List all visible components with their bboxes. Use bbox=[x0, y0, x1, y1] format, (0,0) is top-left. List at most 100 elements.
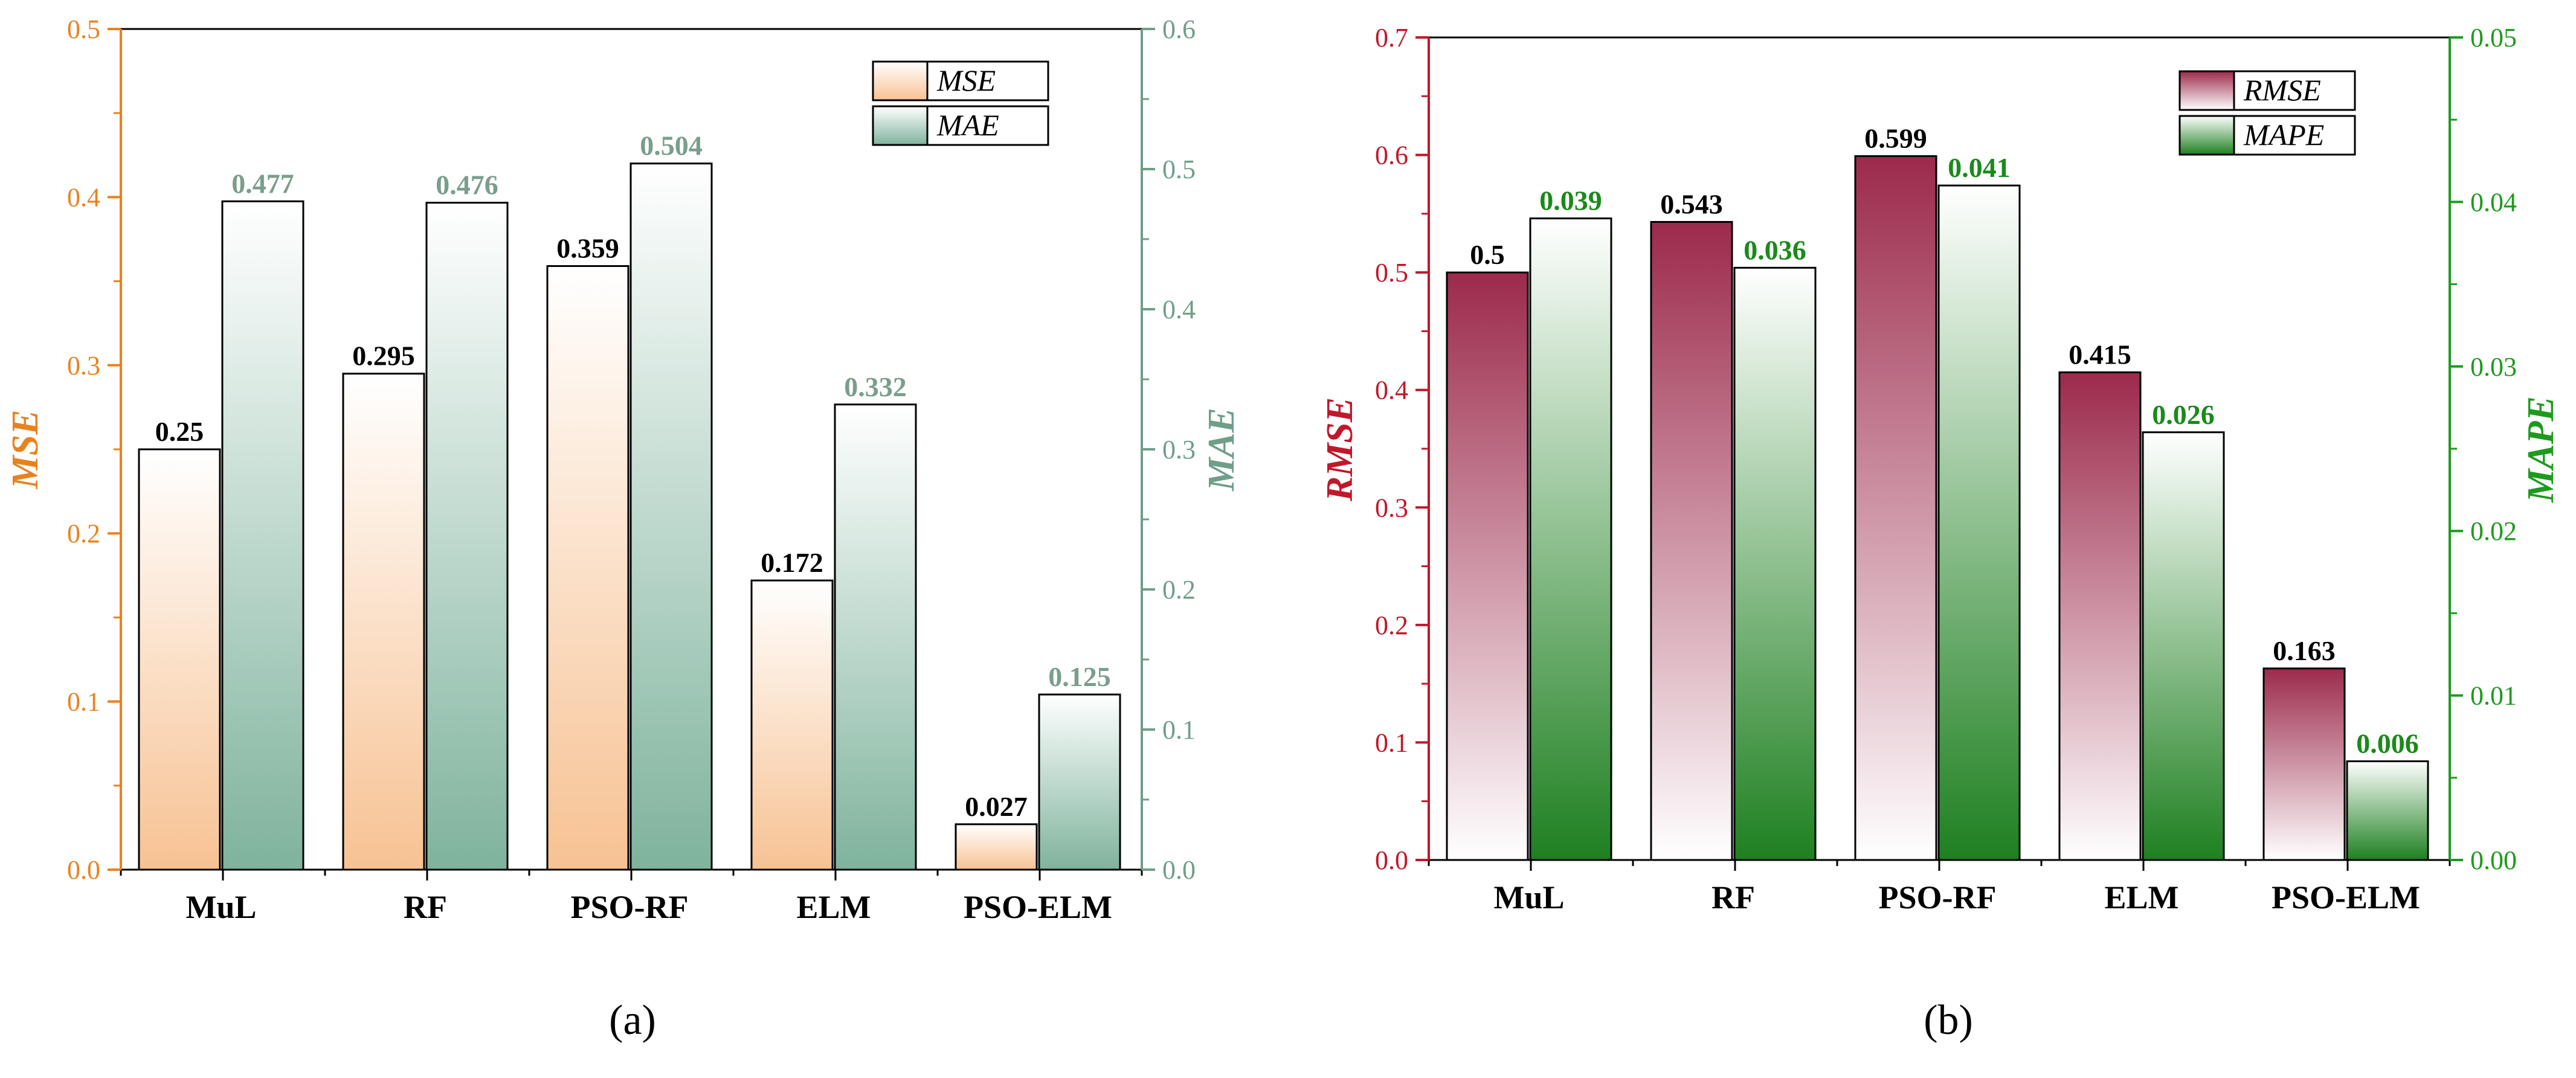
left-axis-tick-label: 0.2 bbox=[67, 519, 100, 548]
data-label-rmse-pso-rf: 0.599 bbox=[1864, 123, 1927, 154]
legend-label-rmse: RMSE bbox=[2243, 73, 2321, 107]
bar-mae-rf bbox=[425, 202, 509, 871]
right-axis-tick-label: 0.03 bbox=[2470, 352, 2517, 382]
bar-mape-rf bbox=[1733, 266, 1817, 861]
left-axis-tick-label: 0.4 bbox=[1375, 376, 1408, 405]
left-axis-tick-label: 0.3 bbox=[1375, 493, 1408, 522]
left-axis-title: RMSE bbox=[1319, 397, 1360, 502]
right-axis-tick-label: 0.05 bbox=[2470, 23, 2517, 53]
bar-mape-elm bbox=[2142, 431, 2225, 861]
left-axis-tick-label: 0.4 bbox=[67, 182, 100, 212]
data-label-mape-elm: 0.026 bbox=[2152, 399, 2215, 430]
x-tick-label-elm: ELM bbox=[796, 889, 871, 925]
data-label-mape-mul: 0.039 bbox=[1539, 185, 1602, 216]
chart-panel-a: 0.25 0.477 MuL 0.295 0.476 RF 0.359 0.504 PSO-RF… bbox=[5, 14, 1242, 1044]
x-tick-label-pso-rf: PSO-RF bbox=[571, 889, 689, 925]
legend-swatch-rmse bbox=[2178, 70, 2235, 111]
data-label-mse-mul: 0.25 bbox=[155, 416, 204, 447]
chart-panel-b: 0.5 0.039 MuL 0.543 0.036 RF 0.599 0.041 PSO-RF 0… bbox=[1319, 23, 2562, 1044]
left-axis-tick-label: 0.5 bbox=[1375, 258, 1408, 287]
panel-label: (b) bbox=[1924, 997, 1973, 1044]
right-axis-tick-label: 0.2 bbox=[1162, 575, 1196, 605]
left-axis-tick-label: 0.2 bbox=[1375, 611, 1408, 640]
right-axis-tick-label: 0.3 bbox=[1162, 435, 1196, 464]
bar-rmse-elm bbox=[2058, 371, 2142, 861]
data-label-rmse-elm: 0.415 bbox=[2069, 339, 2131, 370]
x-tick-label-rf: RF bbox=[1711, 879, 1755, 916]
data-label-rmse-rf: 0.543 bbox=[1660, 188, 1723, 219]
data-label-mape-rf: 0.036 bbox=[1744, 234, 1806, 265]
x-tick-label-pso-rf: PSO-RF bbox=[1879, 879, 1997, 916]
bar-mse-rf bbox=[342, 373, 425, 871]
data-label-mae-pso-elm: 0.125 bbox=[1048, 661, 1111, 692]
bar-mae-pso-rf bbox=[630, 162, 713, 871]
x-tick-label-mul: MuL bbox=[185, 889, 256, 925]
data-label-mae-elm: 0.332 bbox=[844, 371, 907, 402]
bar-rmse-pso-rf bbox=[1854, 155, 1937, 861]
legend-swatch-mape bbox=[2178, 115, 2235, 156]
left-axis-tick-label: 0.0 bbox=[67, 855, 100, 885]
panel-label: (a) bbox=[609, 997, 656, 1044]
legend-swatch-mse bbox=[872, 60, 929, 101]
data-label-mae-rf: 0.476 bbox=[436, 170, 498, 201]
legend-entry-frame bbox=[926, 105, 1049, 146]
bar-mse-pso-elm bbox=[955, 823, 1038, 871]
x-tick-label-pso-elm: PSO-ELM bbox=[2272, 879, 2420, 916]
legend-entry-frame bbox=[2233, 115, 2356, 156]
legend-label-mape: MAPE bbox=[2243, 118, 2324, 152]
bar-mse-mul bbox=[138, 448, 221, 871]
data-label-rmse-pso-elm: 0.163 bbox=[2273, 635, 2336, 666]
right-axis-title: MAE bbox=[1201, 408, 1242, 492]
legend-swatch-mae bbox=[872, 105, 929, 146]
legend-label-mse: MSE bbox=[936, 63, 996, 97]
data-label-mse-elm: 0.172 bbox=[761, 547, 823, 578]
data-label-rmse-mul: 0.5 bbox=[1470, 239, 1505, 270]
x-tick-label-rf: RF bbox=[404, 889, 447, 925]
right-axis-tick-label: 0.5 bbox=[1162, 155, 1196, 184]
right-axis-tick-label: 0.02 bbox=[2470, 516, 2517, 546]
left-axis-tick-label: 0.3 bbox=[67, 351, 100, 380]
left-axis-title: MSE bbox=[5, 410, 46, 490]
right-axis-tick-label: 0.4 bbox=[1162, 295, 1196, 324]
legend: RMSE MAPE bbox=[2178, 70, 2356, 156]
right-axis-tick-label: 0.01 bbox=[2470, 681, 2517, 711]
data-label-mse-pso-elm: 0.027 bbox=[965, 791, 1028, 822]
bar-rmse-rf bbox=[1650, 220, 1733, 861]
left-axis-tick-label: 0.7 bbox=[1375, 23, 1408, 53]
right-axis-tick-label: 0.1 bbox=[1162, 715, 1196, 745]
bar-mape-pso-elm bbox=[2346, 760, 2429, 861]
data-label-mae-mul: 0.477 bbox=[231, 168, 294, 199]
x-tick-label-pso-elm: PSO-ELM bbox=[964, 889, 1112, 925]
bar-rmse-mul bbox=[1446, 271, 1529, 861]
bar-mse-pso-rf bbox=[546, 265, 630, 871]
right-axis-tick-label: 0.04 bbox=[2470, 187, 2517, 217]
right-axis-title: MAPE bbox=[2520, 396, 2562, 503]
legend-entry-frame bbox=[926, 60, 1049, 101]
data-label-mse-rf: 0.295 bbox=[352, 341, 415, 371]
bar-mae-pso-elm bbox=[1038, 693, 1121, 871]
data-label-mse-pso-rf: 0.359 bbox=[556, 233, 619, 264]
right-axis-tick-label: 0.00 bbox=[2470, 845, 2517, 875]
legend-entry-frame bbox=[2233, 70, 2356, 111]
legend-label-mae: MAE bbox=[936, 108, 999, 142]
bar-rmse-pso-elm bbox=[2262, 667, 2346, 861]
legend: MSE MAE bbox=[872, 60, 1049, 146]
bar-mae-mul bbox=[221, 200, 304, 871]
data-label-mape-pso-rf: 0.041 bbox=[1948, 152, 2011, 183]
data-label-mape-pso-elm: 0.006 bbox=[2356, 728, 2419, 759]
bar-mape-mul bbox=[1529, 217, 1612, 861]
left-axis-tick-label: 0.5 bbox=[67, 14, 100, 44]
right-axis-tick-label: 0.6 bbox=[1162, 14, 1196, 44]
bar-mse-elm bbox=[750, 579, 834, 871]
bar-mape-pso-rf bbox=[1937, 184, 2021, 861]
left-axis-tick-label: 0.0 bbox=[1375, 845, 1408, 875]
left-axis-tick-label: 0.1 bbox=[67, 687, 100, 717]
right-axis-tick-label: 0.0 bbox=[1162, 855, 1196, 885]
data-label-mae-pso-rf: 0.504 bbox=[640, 130, 703, 161]
left-axis-tick-label: 0.1 bbox=[1375, 728, 1408, 757]
x-tick-label-mul: MuL bbox=[1493, 879, 1564, 916]
bar-mae-elm bbox=[834, 403, 917, 871]
left-axis-tick-label: 0.6 bbox=[1375, 141, 1408, 170]
